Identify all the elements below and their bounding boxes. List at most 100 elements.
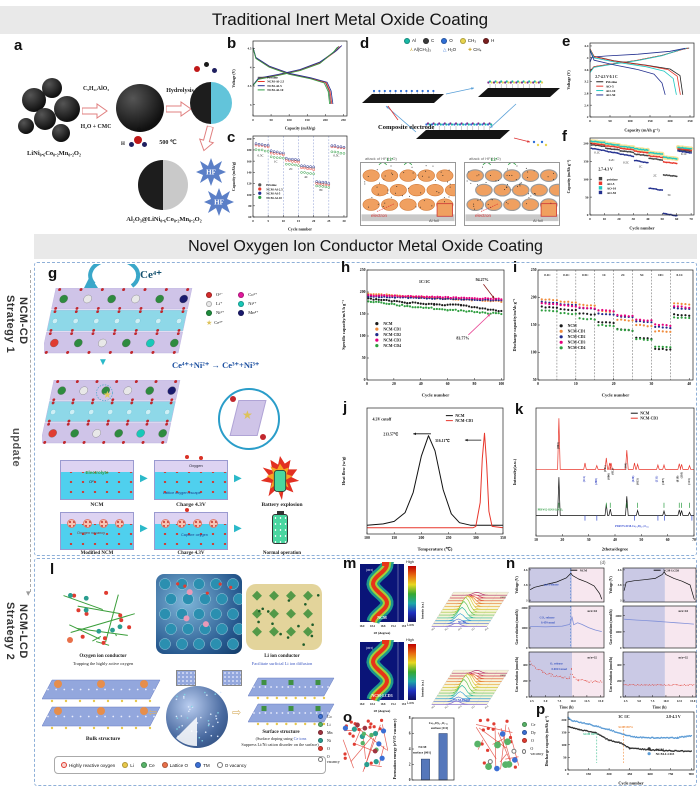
svg-text:3: 3	[526, 598, 528, 602]
electrolyte-strip	[155, 513, 227, 524]
bare-particle	[116, 84, 164, 132]
arrow-icon: ▶	[140, 523, 148, 534]
panel-label-m: m	[343, 555, 357, 572]
hf-attack-icon: HF	[196, 158, 226, 186]
svg-text:50: 50	[533, 378, 537, 382]
svg-text:200: 200	[419, 536, 425, 540]
svg-text:50: 50	[639, 538, 643, 542]
chart-f: 0 10 20 30 40 50 60 70 0 50 100 150 200 Cycle number C…	[566, 135, 698, 231]
right-arrow-icon: ⇨	[232, 707, 242, 719]
legend-ce: Ce	[522, 722, 544, 727]
svg-text:350: 350	[500, 536, 506, 540]
svg-text:Intensity (a.u.): Intensity (a.u.)	[421, 602, 424, 619]
h2o-item: △ H₂O	[442, 47, 457, 52]
h-atom-icon	[483, 38, 490, 44]
svg-text:12.5: 12.5	[677, 699, 683, 703]
svg-text:200: 200	[561, 718, 566, 722]
precursor-formula: LiNi₀.₆Co₀.₂Mn₀.₂O₂	[27, 150, 81, 157]
ni3-icon	[238, 301, 245, 307]
sidebar-strategy1-material: NCM-CD	[17, 297, 29, 345]
svg-text:0: 0	[526, 646, 528, 650]
svg-text:2.7-4.3 V 0.1 C: 2.7-4.3 V 0.1 C	[595, 75, 618, 79]
ion-legend-col1: O²⁻ Li⁺ Ni²⁺ ★ Ce³⁺	[206, 292, 224, 330]
svg-text:150: 150	[360, 312, 366, 316]
svg-text:Intensity (a.u.): Intensity (a.u.)	[421, 680, 424, 697]
particle-packing-art	[361, 162, 463, 222]
svg-text:20: 20	[612, 382, 616, 386]
legend-dy: Dy	[522, 730, 544, 735]
oxygen-vacancy-icon	[193, 519, 202, 528]
arrow-icon: ▶	[234, 523, 242, 534]
surface-structure-slab	[248, 677, 335, 726]
electrode-coating-schematic	[362, 80, 560, 147]
svg-text:m/z=44: m/z=44	[678, 609, 688, 613]
panel-label-h: h	[341, 259, 351, 276]
redox-equation: Ce⁴⁺+Ni²⁺ → Ce³⁺+Ni³⁺	[172, 360, 260, 370]
svg-text:150: 150	[586, 772, 591, 776]
svg-text:PDF#75-0158-Ce₀.₉Dy₀.₁O₁.₉₅: PDF#75-0158-Ce₀.₉Dy₀.₁O₁.₉₅	[615, 525, 649, 528]
svg-text:150: 150	[531, 323, 537, 327]
svg-text:Discharge capacity/mAh g⁻¹: Discharge capacity/mAh g⁻¹	[512, 298, 517, 352]
svg-text:1C: 1C	[639, 164, 643, 168]
svg-text:1000: 1000	[522, 626, 529, 630]
chart-c: 0 5 10 15 20 25 30 60 80 100 120 140 160 180 200 Cycle …	[231, 133, 351, 232]
capture-oxygen-label: Capture oxygen	[181, 533, 208, 537]
svg-text:4: 4	[409, 747, 411, 751]
reaction-arrow-icon	[82, 103, 108, 119]
svg-text:0: 0	[409, 778, 411, 782]
svg-text:2θ (degree): 2θ (degree)	[374, 709, 391, 713]
legend-o-vacancy: O vacancy	[216, 762, 246, 768]
svg-text:NCM-CD2: NCM-CD2	[383, 333, 401, 337]
banner-novel: Novel Oxygen Ion Conductor Metal Oxide C…	[34, 234, 697, 259]
svg-text:3: 3	[620, 598, 622, 602]
ncm-structure-model	[342, 718, 388, 772]
oxygen-ion-conductor-lattice	[63, 590, 135, 646]
svg-text:Ce₀.₉Dy₀.₁O₁.₉₅: Ce₀.₉Dy₀.₁O₁.₉₅	[429, 721, 448, 725]
normal-battery-icon	[272, 511, 288, 544]
o2-ion-label: O²⁻	[89, 479, 96, 484]
inset-o-icon	[230, 396, 236, 402]
svg-text:20: 20	[392, 382, 396, 386]
electron-label: electron	[371, 213, 388, 218]
svg-text:30: 30	[650, 382, 654, 386]
svg-text:25: 25	[327, 219, 331, 223]
svg-text:18.0: 18.0	[360, 703, 365, 706]
svg-text:200: 200	[583, 142, 588, 146]
banner-novel-title: Novel Oxygen Ion Conductor Metal Oxide C…	[188, 237, 543, 255]
svg-text:80: 80	[473, 382, 477, 386]
svg-text:4: 4	[587, 56, 589, 60]
svg-text:316.11℃: 316.11℃	[435, 438, 450, 443]
svg-text:80: 80	[248, 204, 252, 208]
svg-text:10: 10	[603, 217, 607, 221]
svg-text:0: 0	[366, 382, 368, 386]
svg-text:750: 750	[668, 772, 673, 776]
inset-o-icon	[260, 434, 266, 440]
svg-text:0: 0	[537, 382, 539, 386]
svg-text:15: 15	[297, 219, 301, 223]
legend-ni: Ni	[318, 738, 342, 743]
li-ion-label: Li⁺	[387, 157, 394, 162]
svg-text:NCM-CD1: NCM-CD1	[568, 330, 586, 334]
svg-text:94.27%: 94.27%	[476, 277, 489, 282]
svg-text:3.6: 3.6	[584, 68, 589, 72]
particle-surface-art	[159, 578, 245, 650]
legend-item: C	[423, 38, 434, 44]
ovac-icon	[318, 756, 323, 762]
water-hydrogen-icon	[129, 142, 134, 147]
svg-text:20: 20	[617, 217, 621, 221]
li-icon	[122, 762, 129, 768]
svg-text:NCM: NCM	[568, 324, 577, 328]
svg-text:2theta/degree: 2theta/degree	[602, 547, 628, 552]
li-ion-label: Li⁺	[491, 157, 498, 162]
li-conductor-art	[252, 590, 320, 646]
svg-text:60: 60	[248, 215, 252, 219]
svg-text:30: 30	[342, 219, 346, 223]
svg-text:100: 100	[531, 351, 537, 355]
svg-text:0.2C: 0.2C	[609, 158, 615, 162]
legend-o2: O²⁻	[206, 292, 224, 298]
panel-label-b: b	[227, 35, 237, 52]
svg-text:18.5: 18.5	[444, 626, 450, 631]
bulk-zoom-thumb	[176, 670, 196, 686]
precursor-particle	[34, 108, 56, 130]
dopant-zoom-inset: ★	[218, 388, 280, 450]
